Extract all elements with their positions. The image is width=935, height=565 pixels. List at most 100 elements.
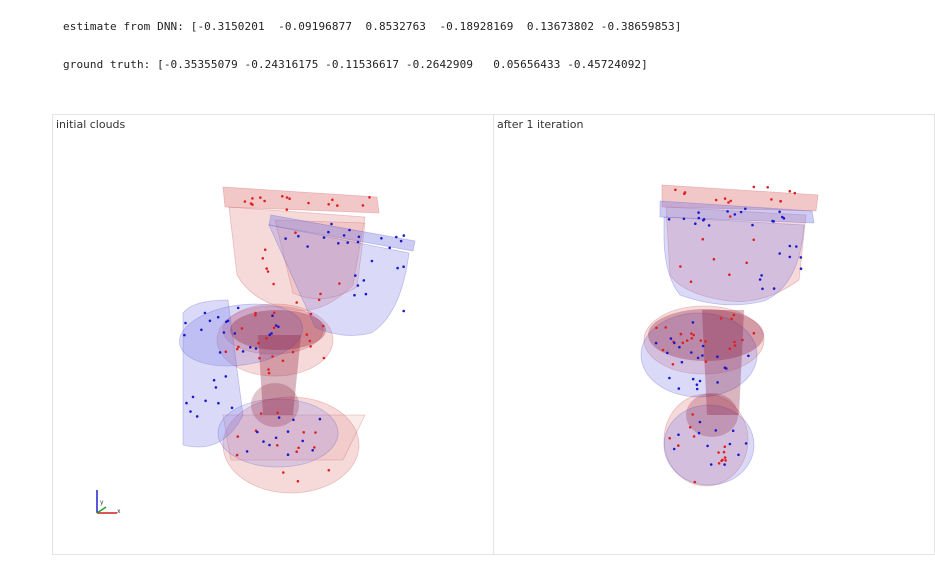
source-point [728,347,732,350]
source-point [295,301,298,304]
target-point [270,332,273,335]
target-point [723,463,726,466]
viewer-title-initial: initial clouds [56,118,126,131]
target-point [678,345,681,349]
source-point [770,198,773,201]
source-point [314,431,317,434]
source-point [723,445,727,449]
target-point [185,401,188,405]
target-point [728,442,732,446]
target-point [388,246,392,250]
source-point [296,479,300,483]
source-point [724,459,727,462]
target-point [709,463,713,466]
source-point [272,311,276,315]
source-point [683,192,686,196]
target-point [241,350,245,353]
after-iteration-render[interactable] [494,115,935,555]
source-point [336,204,339,207]
target-point [680,360,684,364]
target-point [697,211,700,214]
source-point [317,298,321,302]
viewer-after-iteration[interactable]: after 1 iteration [493,114,935,555]
target-point [682,217,686,221]
source-point [271,355,274,358]
source-point [368,196,371,199]
source-point [668,436,671,440]
source-point [728,273,731,276]
target-point [203,311,207,315]
target-point [277,416,281,419]
target-point [292,418,295,422]
target-point [297,234,300,238]
source-point [251,197,254,200]
target-point [364,292,368,296]
target-point [274,436,278,440]
source-point [282,471,285,474]
target-point [286,430,290,433]
source-point [719,317,723,320]
source-point [704,340,707,343]
source-point [309,312,313,316]
source-point [294,231,297,234]
target-point [696,356,700,360]
target-point [230,406,234,410]
point-clouds [654,185,803,484]
source-point [679,265,682,268]
source-point [322,356,326,360]
source-point [722,450,726,454]
source-point [699,339,703,342]
source-point [717,451,720,454]
target-point [356,240,360,244]
source-point [661,348,665,352]
target-point [284,237,287,240]
target-point [706,444,709,448]
source-point [261,257,265,260]
target-point [268,443,271,447]
target-point [761,287,764,291]
target-point [183,333,186,337]
target-point [701,344,705,348]
source-point [779,199,782,203]
target-point [654,341,658,345]
target-point [348,228,351,232]
target-point [327,230,330,234]
target-point [256,430,259,434]
viewer-initial-clouds[interactable]: y x initial clouds [52,114,494,555]
target-point [271,314,274,317]
target-point [695,387,699,391]
target-point [322,236,326,239]
target-point [195,415,199,418]
source-point [319,292,322,296]
source-point [723,197,727,200]
target-point [356,284,360,287]
target-point [737,453,740,457]
target-point [733,213,737,216]
target-point [402,234,406,237]
source-point [679,332,683,336]
source-point [254,311,257,315]
target-point [346,241,350,244]
target-point [380,237,383,240]
source-mesh [216,186,380,494]
target-point [236,306,240,310]
source-point [235,347,239,351]
initial-clouds-render[interactable]: y x [53,115,494,555]
target-point [222,331,226,334]
source-point [291,350,295,354]
source-point [733,340,736,344]
source-point [272,282,275,286]
overlap-core [230,310,326,427]
target-point [286,453,290,457]
target-point [701,354,704,357]
source-point [677,444,680,447]
source-point [701,237,705,241]
target-point [233,332,237,335]
target-point [694,222,697,225]
target-point [725,367,728,370]
source-point [752,238,755,242]
target-point [224,375,228,378]
target-point [191,395,195,399]
source-point [276,444,279,447]
target-point [402,265,405,268]
